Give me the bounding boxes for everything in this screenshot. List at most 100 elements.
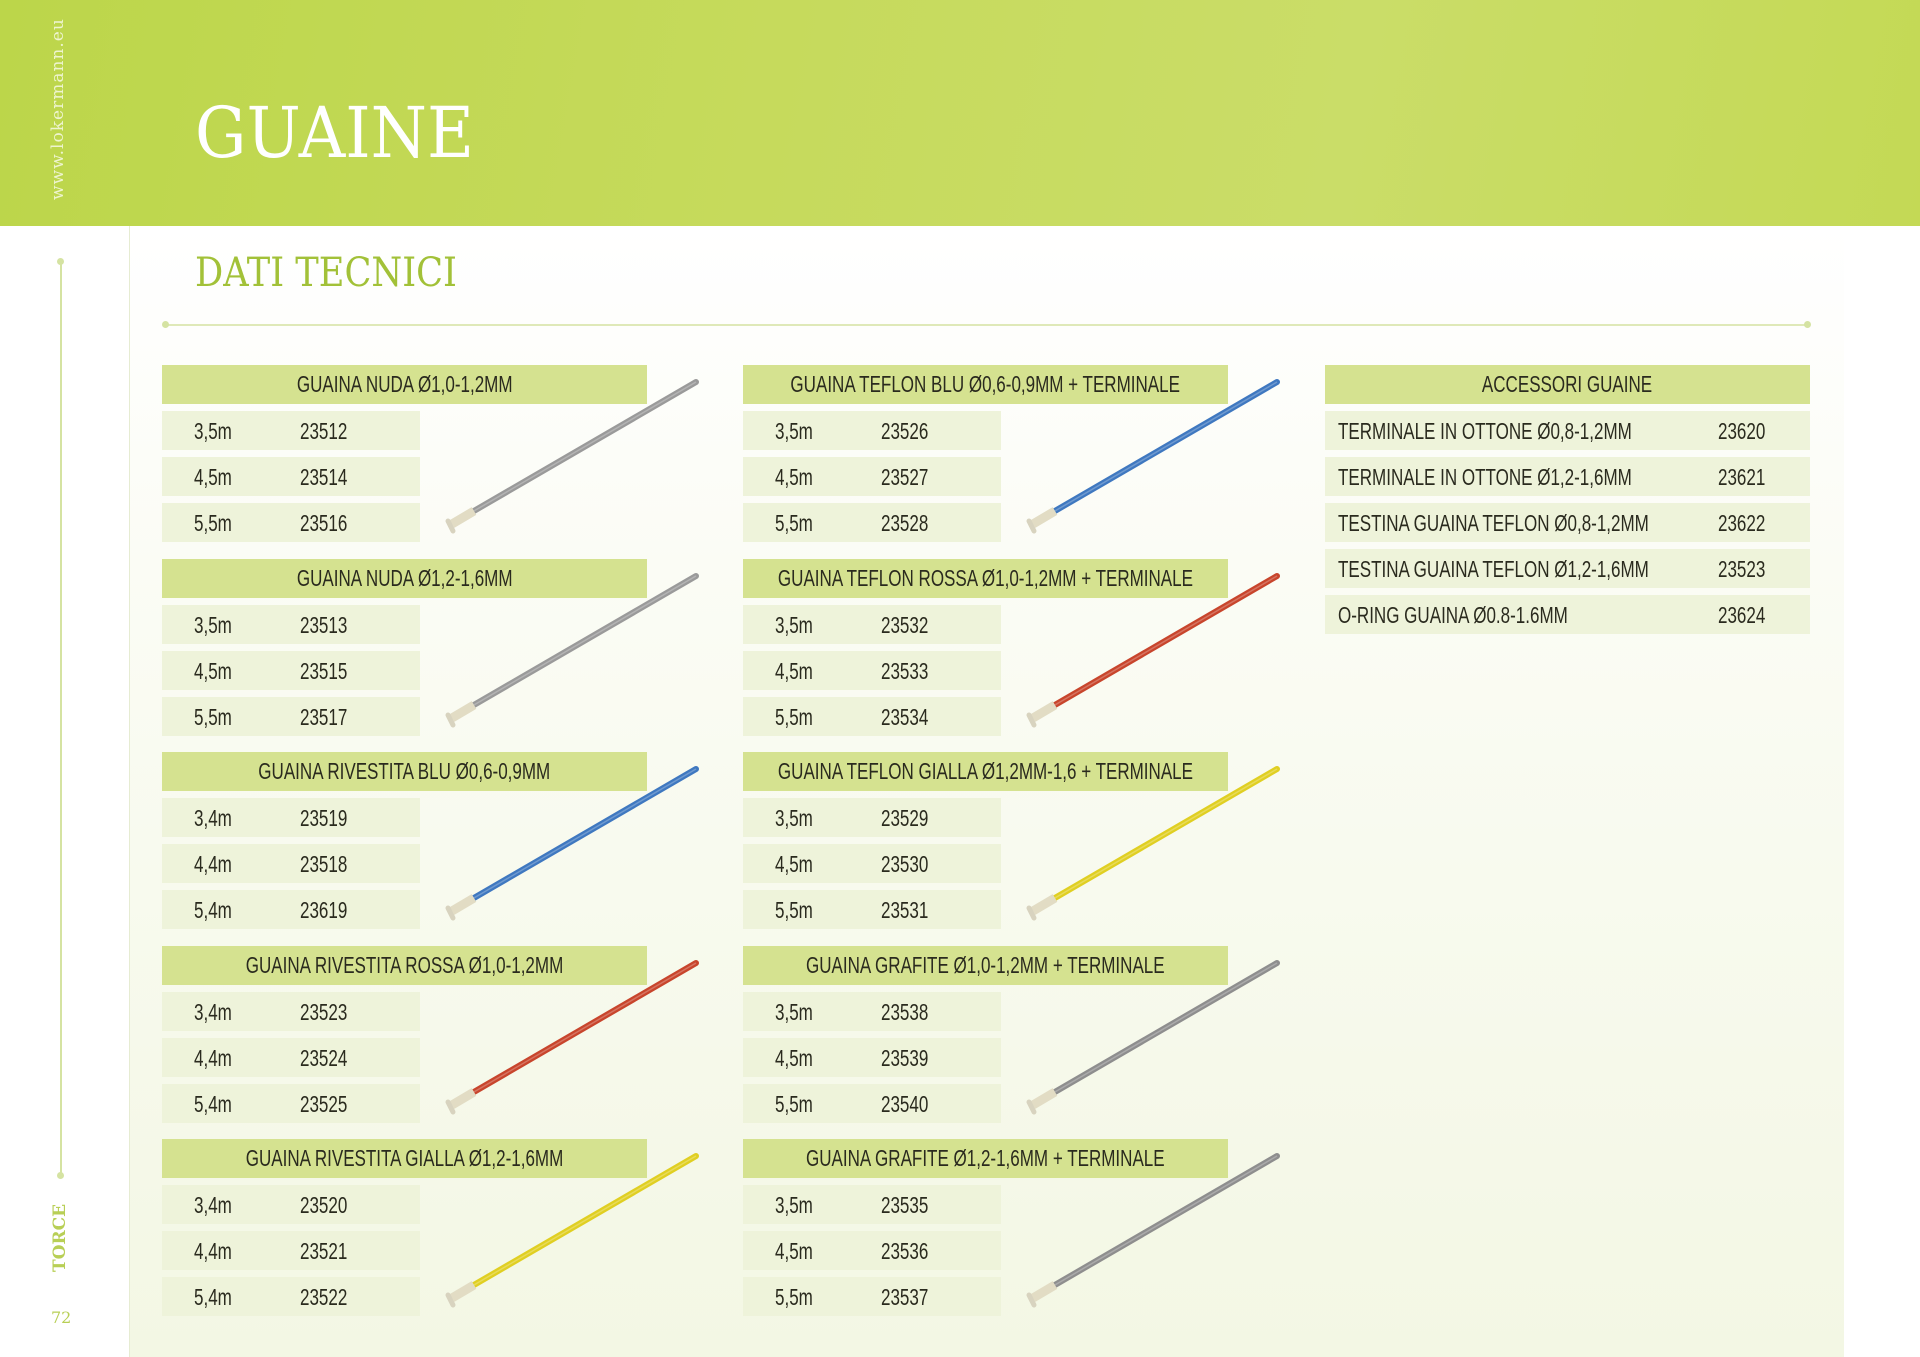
sheath-image	[445, 379, 699, 534]
sheath-highlight	[466, 768, 697, 903]
product-code: 23520	[300, 1192, 348, 1218]
group-title: GUAINA GRAFITE Ø1,2-1,6MM + TERMINALE	[806, 1145, 1165, 1171]
section-subtitle: DATI TECNICI	[195, 250, 457, 296]
product-code: 23534	[881, 703, 929, 730]
table-row: 4,5m 23530	[743, 844, 1001, 883]
product-group: GUAINA TEFLON BLU Ø0,6-0,9MM + TERMINALE…	[743, 365, 1288, 555]
accessory-name: O-RING GUAINA Ø0.8-1.6MM	[1338, 602, 1568, 628]
length: 5,5m	[775, 510, 813, 536]
table-row: 5,5m 23540	[743, 1083, 1001, 1123]
length: 5,4m	[194, 1284, 232, 1310]
length: 4,5m	[775, 464, 813, 490]
sheath-cable	[464, 766, 699, 905]
group-title: GUAINA RIVESTITA GIALLA Ø1,2-1,6MM	[245, 1145, 564, 1171]
sheath-highlight	[1047, 768, 1278, 903]
terminal-head	[445, 712, 456, 727]
sheath-cable	[1045, 959, 1280, 1099]
sheath-image	[445, 959, 699, 1114]
sheath-cable	[1045, 1153, 1280, 1292]
length: 5,5m	[194, 703, 232, 730]
header-banner: www.lokermann.eu GUAINE	[0, 0, 1920, 226]
table-row: 3,5m 23526	[743, 411, 1001, 450]
product-code: 23522	[300, 1284, 348, 1310]
length: 3,5m	[775, 418, 813, 444]
accessories-title: ACCESSORI GUAINE	[1482, 371, 1653, 397]
product-group: GUAINA GRAFITE Ø1,2-1,6MM + TERMINALE 3,…	[743, 1139, 1288, 1329]
length: 3,5m	[775, 998, 813, 1025]
product-code: 23537	[881, 1284, 929, 1310]
product-code: 23514	[300, 464, 348, 490]
sidebar-divider	[60, 262, 62, 1176]
accessory-name: TERMINALE IN OTTONE Ø1,2-1,6MM	[1338, 464, 1632, 490]
product-code: 23530	[881, 851, 929, 877]
product-code: 23536	[881, 1238, 929, 1264]
table-row: 5,5m 23537	[743, 1277, 1001, 1316]
accessories-header: ACCESSORI GUAINE	[1325, 365, 1810, 404]
divider-dot	[1804, 321, 1811, 328]
product-group: GUAINA NUDA Ø1,0-1,2MM 3,5m 23512 4,5m 2…	[162, 365, 707, 555]
terminal-head	[1026, 1292, 1037, 1308]
product-code: 23620	[1718, 418, 1766, 444]
product-code: 23533	[881, 657, 929, 684]
sheath-cable	[464, 572, 699, 712]
length: 3,5m	[775, 805, 813, 831]
product-group: GUAINA GRAFITE Ø1,0-1,2MM + TERMINALE 3,…	[743, 945, 1288, 1136]
group-header: GUAINA NUDA Ø1,0-1,2MM	[162, 365, 647, 404]
accessory-row: TERMINALE IN OTTONE Ø1,2-1,6MM 23621	[1325, 457, 1810, 496]
terminal-head	[445, 518, 456, 534]
length: 5,5m	[775, 703, 813, 730]
length: 3,5m	[194, 418, 232, 444]
table-row: 3,4m 23520	[162, 1185, 420, 1224]
table-row: 3,5m 23538	[743, 991, 1001, 1031]
sheath-image	[445, 572, 699, 727]
table-row: 3,5m 23529	[743, 798, 1001, 837]
group-header: GUAINA TEFLON BLU Ø0,6-0,9MM + TERMINALE	[743, 365, 1228, 404]
length: 5,5m	[194, 510, 232, 536]
sheath-image	[1026, 379, 1280, 534]
brass-terminal	[449, 1087, 477, 1109]
table-row: 5,5m 23528	[743, 503, 1001, 542]
sheath-image	[1026, 1153, 1280, 1308]
brass-terminal	[1030, 1281, 1058, 1302]
product-code: 23526	[881, 418, 929, 444]
length: 3,5m	[194, 611, 232, 638]
table-row: 5,4m 23525	[162, 1083, 420, 1123]
accessories-table: ACCESSORI GUAINE TERMINALE IN OTTONE Ø0,…	[1325, 365, 1810, 634]
length: 5,5m	[775, 897, 813, 923]
accessory-name: TESTINA GUAINA TEFLON Ø0,8-1,2MM	[1338, 510, 1649, 536]
length: 3,5m	[775, 1192, 813, 1218]
table-row: 4,5m 23515	[162, 650, 420, 690]
product-group: GUAINA NUDA Ø1,2-1,6MM 3,5m 23513 4,5m 2…	[162, 558, 707, 749]
terminal-head	[445, 905, 456, 921]
length: 3,4m	[194, 805, 232, 831]
table-row: 4,5m 23536	[743, 1231, 1001, 1270]
product-code: 23513	[300, 611, 348, 638]
table-row: 3,5m 23532	[743, 604, 1001, 644]
divider-dot	[57, 258, 64, 265]
table-row: 5,5m 23517	[162, 696, 420, 736]
group-title: GUAINA GRAFITE Ø1,0-1,2MM + TERMINALE	[806, 951, 1165, 978]
product-code: 23521	[300, 1238, 348, 1264]
brass-terminal	[449, 1281, 477, 1302]
page-title: GUAINE	[195, 92, 475, 174]
group-header: GUAINA TEFLON ROSSA Ø1,0-1,2MM + TERMINA…	[743, 558, 1228, 598]
product-code: 23535	[881, 1192, 929, 1218]
table-row: 5,5m 23531	[743, 890, 1001, 929]
length: 4,4m	[194, 851, 232, 877]
terminal-head	[1026, 1099, 1037, 1114]
product-code: 23525	[300, 1090, 348, 1117]
sheath-highlight	[1047, 381, 1278, 516]
product-code: 23621	[1718, 464, 1766, 490]
sheath-highlight	[1047, 1155, 1278, 1290]
product-group: GUAINA RIVESTITA GIALLA Ø1,2-1,6MM 3,4m …	[162, 1139, 707, 1329]
product-code: 23539	[881, 1044, 929, 1071]
sheath-highlight	[466, 961, 697, 1097]
sheath-highlight	[466, 381, 697, 516]
table-row: 4,5m 23533	[743, 650, 1001, 690]
length: 3,5m	[775, 611, 813, 638]
product-code: 23619	[300, 897, 348, 923]
table-row: 3,4m 23523	[162, 991, 420, 1031]
brass-terminal	[449, 894, 477, 915]
group-title: GUAINA TEFLON BLU Ø0,6-0,9MM + TERMINALE	[790, 371, 1181, 397]
product-code: 23518	[300, 851, 348, 877]
